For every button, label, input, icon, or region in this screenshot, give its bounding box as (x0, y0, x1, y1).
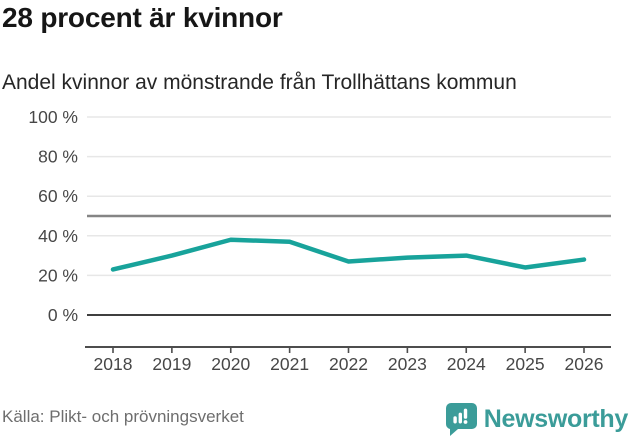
newsworthy-icon (445, 403, 477, 436)
x-axis-label: 2019 (152, 354, 191, 374)
data-line (110, 237, 587, 272)
x-axis-label: 2018 (94, 354, 133, 374)
x-axis-label: 2022 (329, 354, 368, 374)
x-axis-label: 2026 (565, 354, 604, 374)
source-note: Källa: Plikt- och prövningsverket (2, 407, 244, 426)
x-axis-label: 2024 (447, 354, 486, 374)
x-axis-label: 2023 (388, 354, 427, 374)
y-axis-label: 100 % (28, 107, 78, 127)
newsworthy-wordmark: Newsworthy (483, 405, 629, 433)
x-axis-label: 2025 (506, 354, 545, 374)
y-axis-label: 40 % (38, 226, 78, 246)
x-axis-label: 2020 (211, 354, 250, 374)
y-axis-label: 60 % (38, 186, 78, 206)
x-axis-label: 2021 (270, 354, 309, 374)
y-axis-label: 20 % (38, 265, 78, 285)
chart-title: 28 procent är kvinnor (2, 2, 283, 33)
newsworthy-logo: Newsworthy (445, 403, 629, 436)
chart-subtitle: Andel kvinnor av mönstrande från Trollhä… (2, 71, 517, 94)
y-axis-label: 0 % (48, 305, 78, 325)
line-chart: 0 % 20 % 40 % 60 % 80 % 100 % 2018 2019 2020 2021… (28, 107, 611, 374)
y-axis-label: 80 % (38, 147, 78, 167)
